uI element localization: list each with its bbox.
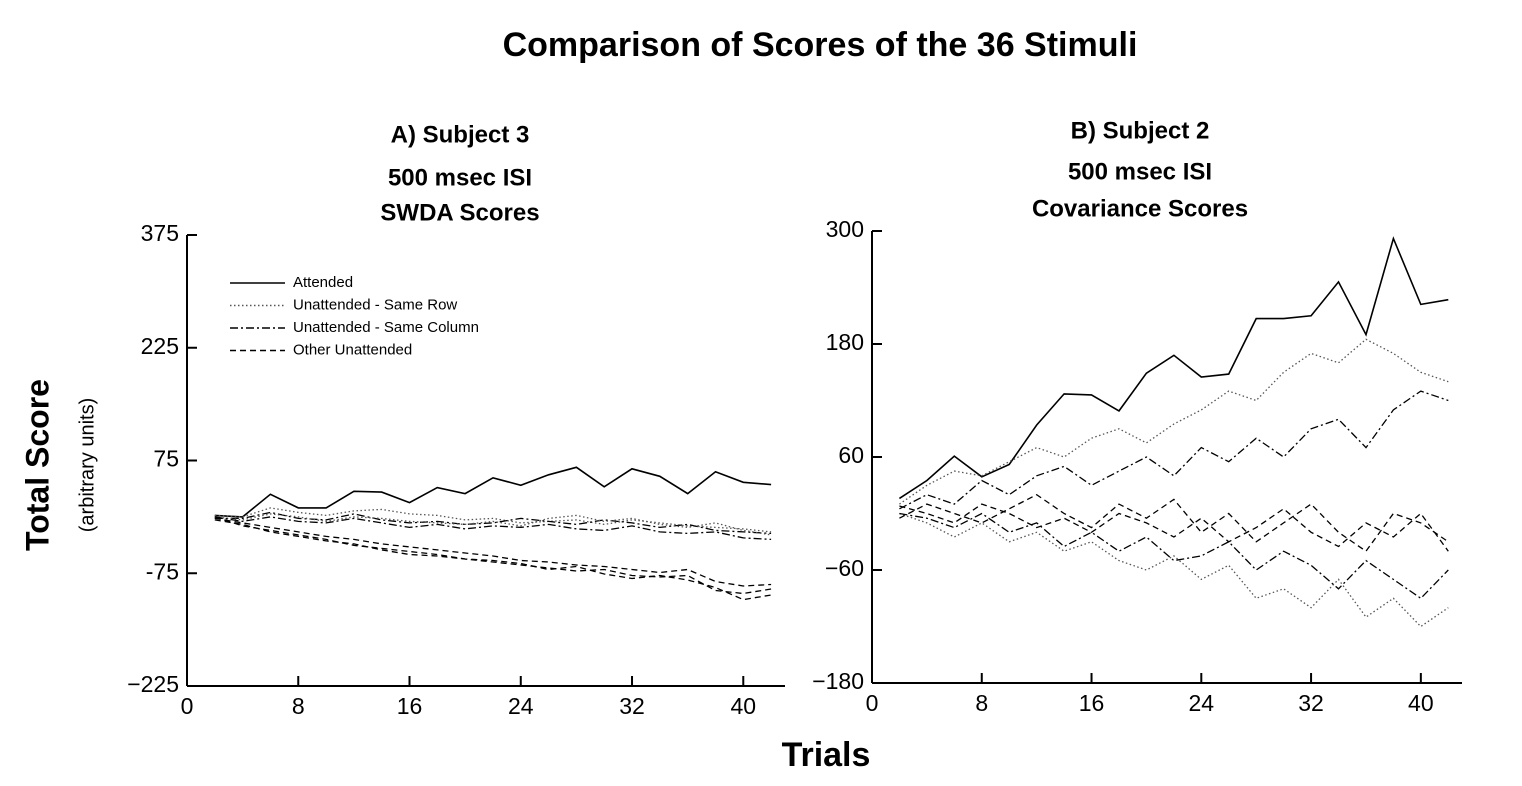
- series-line: [899, 512, 1449, 628]
- panel-title: A) Subject 3: [391, 121, 530, 148]
- legend-label: Unattended - Same Column: [293, 319, 479, 336]
- y-tick-label: 225: [141, 333, 179, 359]
- x-tick-label: 32: [619, 693, 645, 719]
- x-tick-label: 16: [1079, 690, 1105, 716]
- y-tick-label: 375: [141, 220, 179, 246]
- panel-title: SWDA Scores: [380, 199, 539, 226]
- panel-title: 500 msec ISI: [1068, 158, 1212, 185]
- series-line: [214, 513, 772, 536]
- series-line: [214, 517, 772, 587]
- x-tick-label: 0: [181, 693, 194, 719]
- figure-title: Comparison of Scores of the 36 Stimuli: [503, 26, 1138, 64]
- y-tick-label: 300: [826, 216, 864, 242]
- x-tick-label: 32: [1298, 690, 1324, 716]
- y-tick-label: 75: [153, 446, 179, 472]
- legend-label: Attended: [293, 274, 353, 291]
- series-line: [899, 338, 1449, 505]
- x-axis-label: Trials: [782, 736, 871, 774]
- y-tick-label: −180: [812, 668, 864, 694]
- panel-title: 500 msec ISI: [388, 164, 532, 191]
- series-line: [898, 236, 1449, 500]
- y-axis-label: Total Score: [19, 379, 55, 551]
- y-tick-label: 60: [838, 442, 864, 468]
- x-tick-label: 8: [975, 690, 988, 716]
- series-line: [899, 390, 1449, 510]
- series-line: [214, 516, 772, 541]
- panel-title: Covariance Scores: [1032, 195, 1248, 222]
- panel-title: B) Subject 2: [1071, 117, 1210, 144]
- x-tick-label: 0: [866, 690, 879, 716]
- series-line: [214, 466, 772, 518]
- series-line: [214, 507, 772, 533]
- x-tick-label: 40: [730, 693, 756, 719]
- x-tick-label: 24: [1189, 690, 1215, 716]
- legend-label: Other Unattended: [293, 341, 412, 358]
- x-tick-label: 8: [292, 693, 305, 719]
- series-line: [214, 511, 772, 535]
- series-line: [214, 516, 772, 595]
- series-line: [899, 493, 1449, 553]
- x-tick-label: 40: [1408, 690, 1434, 716]
- y-axis-note: (arbitrary units): [76, 398, 98, 532]
- legend-label: Unattended - Same Row: [293, 296, 457, 313]
- y-tick-label: -75: [146, 558, 179, 584]
- y-tick-label: −225: [127, 671, 179, 697]
- x-tick-label: 16: [397, 693, 423, 719]
- series-line: [899, 512, 1449, 600]
- series-line: [214, 519, 772, 601]
- series-line: [899, 503, 1449, 552]
- x-tick-label: 24: [508, 693, 534, 719]
- y-tick-label: −60: [825, 555, 864, 581]
- y-tick-label: 180: [826, 329, 864, 355]
